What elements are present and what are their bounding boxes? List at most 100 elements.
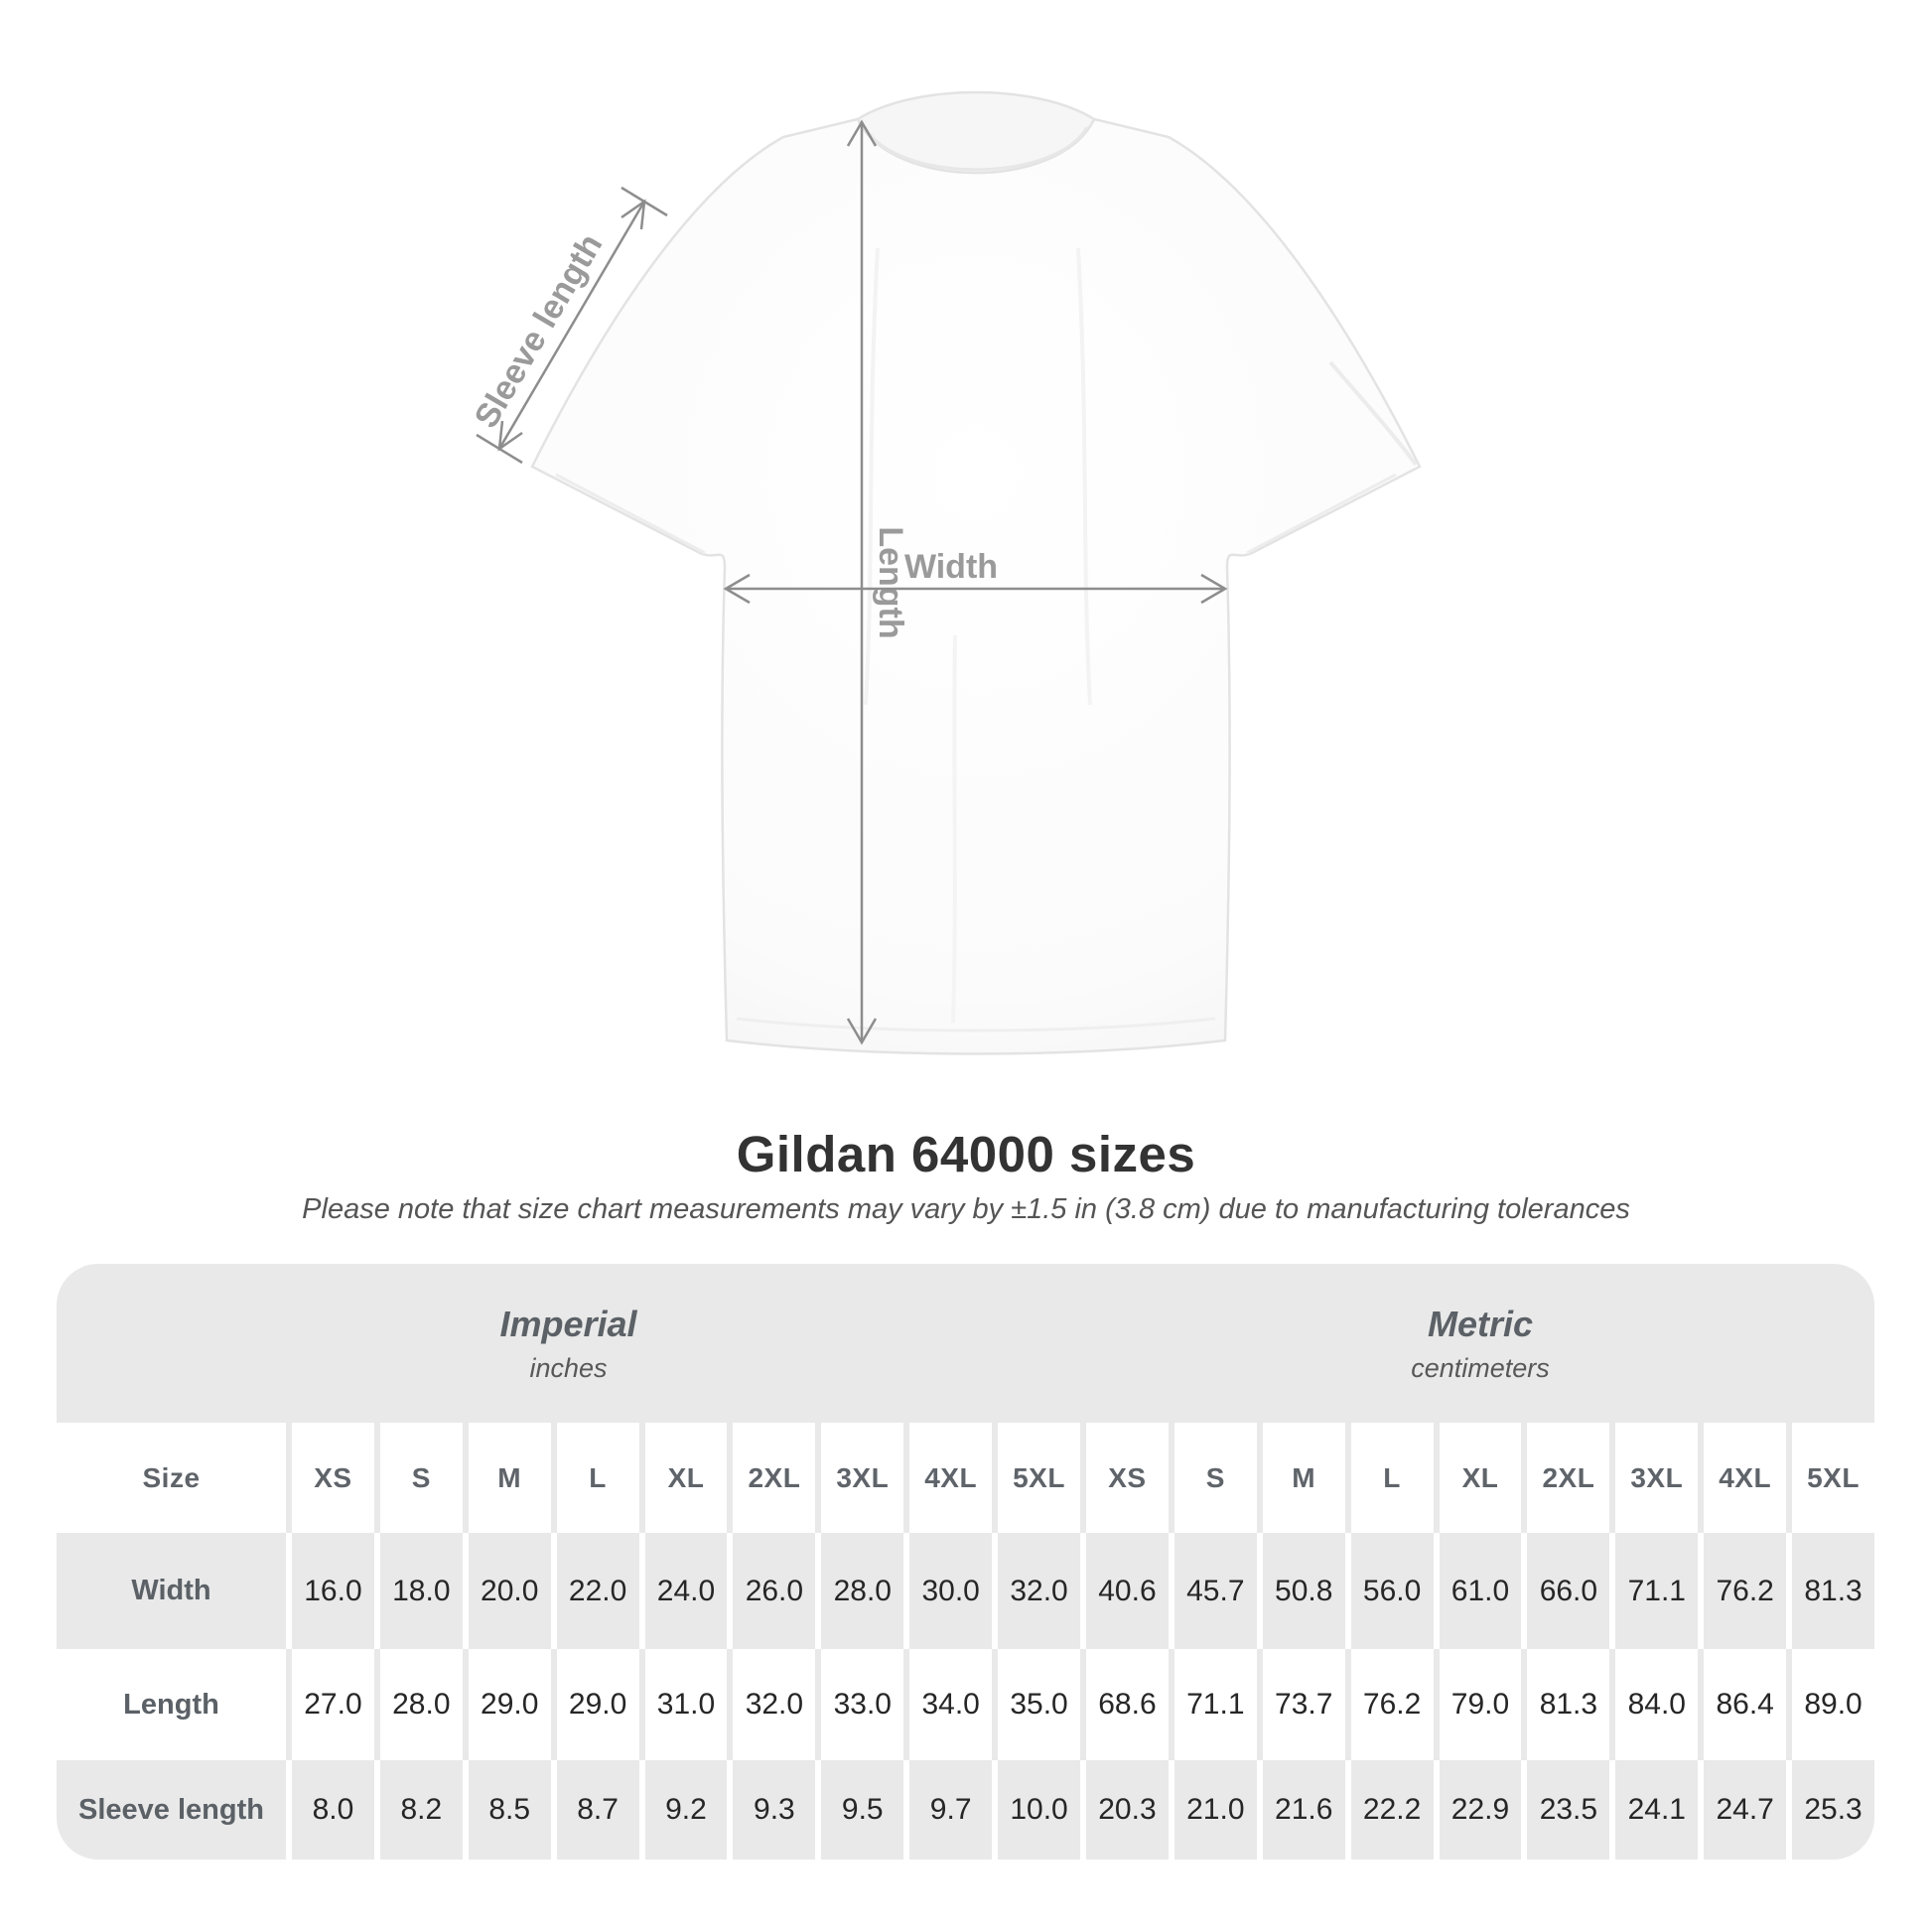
value-cell: 76.2 [1704,1533,1787,1649]
size-col-header: XL [644,1423,728,1533]
value-cell: 23.5 [1527,1760,1610,1860]
value-cell: 22.0 [556,1533,639,1649]
value-cell: 30.0 [909,1533,993,1649]
value-cell: 50.8 [1262,1533,1345,1649]
size-col-header: L [1350,1423,1434,1533]
metric-label: Metric [1427,1303,1534,1344]
crease-line [864,247,880,706]
value-cell: 86.4 [1704,1649,1787,1760]
value-cell: 84.0 [1615,1649,1699,1760]
value-cell: 33.0 [821,1649,904,1760]
size-col-header: XS [292,1423,374,1533]
value-cell: 25.3 [1792,1760,1874,1860]
value-cell: 24.1 [1615,1760,1699,1860]
size-col-header: 3XL [1615,1423,1699,1533]
value-cell: 8.7 [556,1760,639,1860]
value-cell: 35.0 [998,1649,1080,1760]
tshirt-body [530,117,1422,1055]
value-cell: 81.3 [1527,1649,1610,1760]
row-label: Length [57,1649,286,1760]
table-row-length: Length 27.0 28.0 29.0 29.0 31.0 32.0 33.… [57,1649,1874,1760]
imperial-units: inches [529,1352,608,1383]
value-cell: 8.5 [468,1760,551,1860]
value-cell: 9.2 [644,1760,728,1860]
collar-seam [863,126,1089,172]
left-cuff-seam [555,473,706,555]
imperial-label: Imperial [499,1303,637,1344]
value-cell: 21.0 [1173,1760,1257,1860]
sleeve-shadow [1328,360,1418,467]
unit-header-band: Imperial inches Metric centimeters [57,1264,1874,1423]
value-cell: 79.0 [1439,1649,1522,1760]
size-col-header: XS [1085,1423,1169,1533]
size-col-header: M [468,1423,551,1533]
size-col-header: XL [1439,1423,1522,1533]
row-label: Width [57,1533,286,1649]
width-label: Width [904,548,998,586]
value-cell: 66.0 [1527,1533,1610,1649]
value-cell: 31.0 [644,1649,728,1760]
value-cell: 8.0 [292,1760,374,1860]
crease-line [1076,247,1092,706]
size-table: Imperial inches Metric centimeters Size … [57,1264,1874,1860]
sleeve-length-arrow [476,186,668,465]
size-col-header: 3XL [821,1423,904,1533]
width-arrow [723,573,1228,605]
value-cell: 32.0 [733,1649,816,1760]
value-cell: 21.6 [1262,1760,1345,1860]
value-cell: 28.0 [821,1533,904,1649]
right-cuff-seam [1246,473,1397,555]
size-col-header: S [379,1423,463,1533]
value-cell: 22.9 [1439,1760,1522,1860]
value-cell: 89.0 [1792,1649,1874,1760]
value-cell: 28.0 [379,1649,463,1760]
value-cell: 10.0 [998,1760,1080,1860]
value-cell: 9.5 [821,1760,904,1860]
size-col-header: 4XL [909,1423,993,1533]
table-row-width: Width 16.0 18.0 20.0 22.0 24.0 26.0 28.0… [57,1533,1874,1649]
tshirt-illustration [530,90,1422,1055]
page-title: Gildan 64000 sizes [736,1126,1196,1182]
row-label: Sleeve length [57,1760,286,1860]
value-cell: 18.0 [379,1533,463,1649]
tshirt-measurement-diagram: Sleeve length Length Width [468,90,1422,1055]
value-cell: 29.0 [468,1649,551,1760]
size-col-header: M [1262,1423,1345,1533]
size-header-row: Size XS S M L XL 2XL 3XL 4XL 5XL XS S M … [57,1423,1874,1533]
value-cell: 26.0 [733,1533,816,1649]
value-cell: 45.7 [1173,1533,1257,1649]
value-cell: 32.0 [998,1533,1080,1649]
value-cell: 24.0 [644,1533,728,1649]
tshirt-collar [856,90,1096,175]
length-label: Length [872,526,909,638]
length-arrow [846,119,878,1045]
size-col-header: 2XL [733,1423,816,1533]
value-cell: 34.0 [909,1649,993,1760]
size-column-header: Size [57,1423,286,1533]
size-col-header: S [1173,1423,1257,1533]
size-col-header: 5XL [998,1423,1080,1533]
value-cell: 8.2 [379,1760,463,1860]
crease-line [951,634,957,1024]
value-cell: 9.3 [733,1760,816,1860]
value-cell: 71.1 [1173,1649,1257,1760]
value-cell: 22.2 [1350,1760,1434,1860]
value-cell: 56.0 [1350,1533,1434,1649]
hem-seam [736,1017,1216,1033]
size-col-header: 4XL [1704,1423,1787,1533]
size-col-header: L [556,1423,639,1533]
imperial-group-header: Imperial inches [57,1264,1080,1423]
value-cell: 61.0 [1439,1533,1522,1649]
value-cell: 27.0 [292,1649,374,1760]
value-cell: 20.3 [1085,1760,1169,1860]
value-cell: 9.7 [909,1760,993,1860]
value-cell: 16.0 [292,1533,374,1649]
value-cell: 29.0 [556,1649,639,1760]
value-cell: 68.6 [1085,1649,1169,1760]
value-cell: 20.0 [468,1533,551,1649]
size-col-header: 5XL [1792,1423,1874,1533]
metric-units: centimeters [1411,1352,1550,1383]
value-cell: 76.2 [1350,1649,1434,1760]
value-cell: 40.6 [1085,1533,1169,1649]
